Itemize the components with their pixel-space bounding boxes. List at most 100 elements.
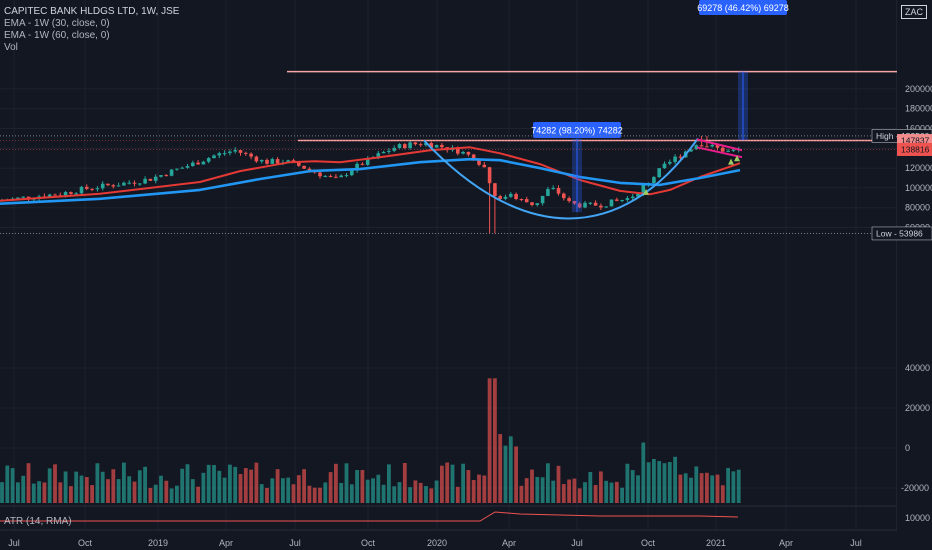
ema60-line xyxy=(0,157,741,205)
volume-bar xyxy=(169,488,174,503)
candle-body xyxy=(191,162,195,167)
candle-body xyxy=(307,168,312,171)
volume-bar xyxy=(636,475,640,503)
symbol-title[interactable]: CAPITEC BANK HLDGS LTD, 1W, JSE xyxy=(4,6,180,17)
volume-bar xyxy=(567,479,571,503)
volume-bar xyxy=(614,481,619,503)
candle-body xyxy=(95,188,100,190)
volume-bar xyxy=(736,469,741,503)
volume-bar xyxy=(286,477,291,503)
volume-bar xyxy=(238,474,243,503)
candle-body xyxy=(53,194,57,196)
volume-bar xyxy=(265,487,269,503)
volume-bar xyxy=(47,468,52,503)
time-tick: Jul xyxy=(850,538,862,548)
candle-body xyxy=(562,193,566,199)
volume-bar xyxy=(477,474,481,503)
candle-body xyxy=(471,154,476,161)
candle-body xyxy=(503,196,508,199)
candle-body xyxy=(47,194,52,198)
flag-lower xyxy=(696,146,743,159)
candle-body xyxy=(291,160,296,162)
volume-bar xyxy=(53,464,57,503)
time-axis[interactable]: Jul Oct 2019 Apr Jul Oct 2020 Apr Jul Oct 2021 Apr J… xyxy=(8,538,862,548)
candle-body xyxy=(625,198,630,201)
volume-bar xyxy=(519,485,524,503)
candle-body xyxy=(652,177,656,183)
volume-bar xyxy=(440,465,444,503)
volume-bar xyxy=(159,475,163,503)
candle-body xyxy=(265,159,269,164)
volume-bar xyxy=(408,487,412,503)
volume-bar xyxy=(63,471,68,503)
volume-bar xyxy=(424,486,428,503)
candle-body xyxy=(228,151,232,154)
volume-bar xyxy=(683,473,688,503)
candle-body xyxy=(636,193,640,197)
candle-body xyxy=(259,159,264,162)
volume-bar xyxy=(487,378,492,503)
legend-ema30[interactable]: EMA - 1W (30, close, 0) xyxy=(4,18,110,29)
volume-bar xyxy=(546,463,550,503)
candle-body xyxy=(74,193,78,195)
candle-body xyxy=(180,167,184,169)
volume-bar xyxy=(228,464,232,503)
volume-bar xyxy=(694,466,699,503)
candle-body xyxy=(577,203,582,208)
ema30-line xyxy=(0,146,741,202)
candle-body xyxy=(498,196,502,199)
volume-bar xyxy=(551,480,556,503)
volume-bar xyxy=(710,475,715,503)
volume-bar xyxy=(413,480,418,503)
candle-body xyxy=(222,153,227,155)
candle-body xyxy=(424,143,428,146)
volume-bar xyxy=(69,486,73,503)
candle-body xyxy=(355,163,359,171)
volume-bar xyxy=(243,468,248,503)
candle-body xyxy=(90,188,94,190)
volume-bar xyxy=(667,461,672,503)
candle-body xyxy=(620,200,624,202)
volume-bar xyxy=(392,486,397,503)
price-tag-bg xyxy=(871,226,932,241)
volume-bar xyxy=(397,482,402,503)
volume-bar xyxy=(323,482,328,503)
candle-body xyxy=(138,183,142,185)
volume-tick: 20000 xyxy=(905,403,930,413)
volume-bar xyxy=(90,485,94,503)
legend-vol[interactable]: Vol xyxy=(4,42,18,53)
candle-body xyxy=(418,144,423,146)
volume-bar xyxy=(355,470,359,503)
time-tick: 2020 xyxy=(427,538,447,548)
flag-upper xyxy=(696,138,743,152)
volume-bar xyxy=(116,479,121,503)
candle-body xyxy=(524,199,529,203)
currency-badge[interactable]: ZAC xyxy=(901,5,927,19)
candle-body xyxy=(408,142,412,149)
volume-bar xyxy=(365,479,370,503)
volume-bar xyxy=(641,442,646,503)
candle-body xyxy=(726,150,730,152)
volume-bar xyxy=(540,477,545,503)
volume-bar xyxy=(0,482,4,503)
legend-atr[interactable]: ATR (14, RMA) xyxy=(4,516,72,527)
candle-body xyxy=(334,176,338,178)
legend-ema60[interactable]: EMA - 1W (60, close, 0) xyxy=(4,30,110,41)
volume-bar xyxy=(328,472,333,503)
price-tag: Low - 53986 xyxy=(876,229,923,239)
price-axis[interactable]: 6000080000100000120000140000160000180000… xyxy=(871,0,932,550)
volume-bar xyxy=(16,482,20,503)
volume-bar xyxy=(122,462,126,503)
candle-body xyxy=(169,169,174,176)
measure-label: 69278 (46.42%) 69278 xyxy=(697,3,789,13)
volume-bar xyxy=(143,466,147,503)
candle-body xyxy=(593,202,598,206)
time-tick: Jul xyxy=(571,538,583,548)
volume-bar xyxy=(127,476,132,503)
volume-bars xyxy=(0,378,741,503)
candle-body xyxy=(185,166,190,168)
volume-bar xyxy=(599,471,603,503)
candle-body xyxy=(694,145,699,150)
candle-body xyxy=(270,159,275,164)
